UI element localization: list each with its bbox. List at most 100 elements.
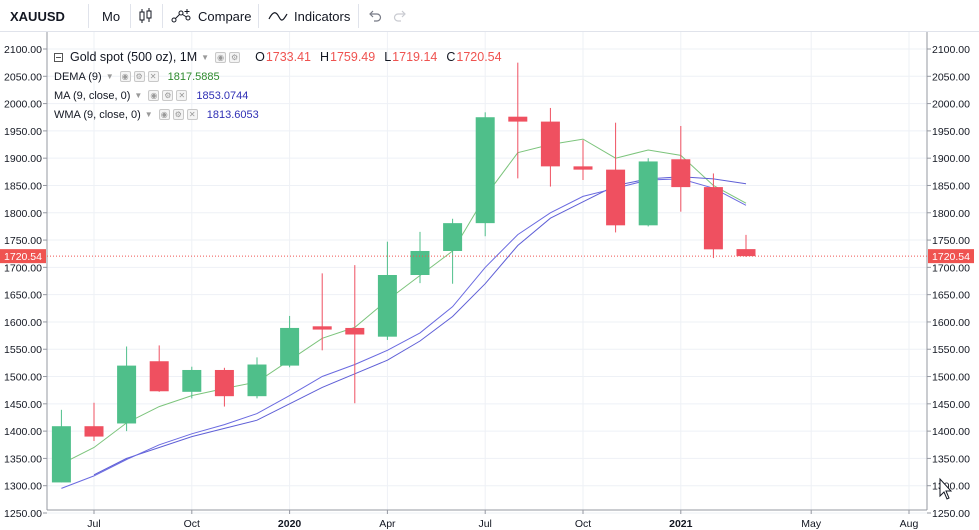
chart-pane[interactable]: 2100.00 2100.00 2050.00 2050.00 2000.00 2000.…: [0, 32, 979, 530]
price-axis-label-right: 2050.00: [932, 71, 970, 83]
compare-button[interactable]: Compare: [170, 0, 251, 32]
toolbar-divider: [358, 4, 359, 28]
price-axis-label-left: 1850.00: [4, 180, 42, 192]
compare-label: Compare: [198, 8, 252, 24]
candle-body-down: [540, 121, 560, 167]
settings-icon[interactable]: ⚙: [229, 51, 241, 63]
candle-body-down: [606, 169, 626, 226]
ma-line: [93, 176, 747, 476]
indicator-actions: ◉ ⚙ ✕: [148, 90, 190, 101]
indicator-legend-wma[interactable]: WMA (9, close, 0) ▼ ◉ ⚙ ✕ 1813.6053: [54, 105, 502, 124]
candle-body-down: [671, 159, 691, 188]
candle-body-up: [51, 426, 71, 483]
price-axis-label-left: 1300.00: [4, 481, 42, 493]
price-axis-label-right: 1550.00: [932, 344, 970, 356]
last-price-label-right: 1720.54: [932, 251, 970, 263]
indicator-actions: ◉ ⚙ ✕: [119, 71, 162, 82]
indicators-button[interactable]: Indicators: [268, 0, 350, 32]
price-axis-label-left: 1800.00: [4, 208, 42, 220]
settings-icon[interactable]: ⚙: [133, 71, 145, 82]
mouse-cursor-icon: [939, 477, 953, 500]
chevron-down-icon[interactable]: ▼: [105, 72, 114, 81]
settings-icon[interactable]: ⚙: [162, 90, 174, 101]
price-axis-label-left: 1350.00: [4, 453, 42, 465]
compare-icon: [170, 7, 192, 25]
visibility-icon[interactable]: ◉: [148, 90, 160, 101]
low-key: L: [384, 50, 392, 64]
price-axis-label-left: 1500.00: [4, 372, 42, 384]
price-axis-label-right: 1650.00: [932, 290, 970, 302]
visibility-icon[interactable]: ◉: [158, 109, 170, 120]
last-price-badge-right: [928, 249, 974, 264]
settings-icon[interactable]: ⚙: [172, 109, 184, 120]
price-axis-label-left: 1950.00: [4, 126, 42, 138]
candle-body-up: [280, 327, 300, 366]
last-price-label-left: 1720.54: [4, 251, 42, 263]
visibility-icon[interactable]: ◉: [215, 51, 227, 63]
chevron-down-icon[interactable]: ▼: [134, 91, 143, 100]
redo-button[interactable]: [392, 0, 408, 32]
candle-body-up: [247, 364, 267, 397]
candle-body-down: [214, 369, 234, 397]
price-axis-label-left: 1550.00: [4, 344, 42, 356]
close-icon[interactable]: ✕: [147, 71, 159, 82]
price-axis-label-right: 1950.00: [932, 126, 970, 138]
indicator-legend-dema[interactable]: DEMA (9) ▼ ◉ ⚙ ✕ 1817.5885: [54, 67, 502, 86]
candle-body-down: [84, 426, 104, 437]
price-axis-label-right: 1400.00: [932, 426, 970, 438]
symbol-search-button[interactable]: XAUUSD: [10, 0, 65, 32]
chevron-down-icon[interactable]: ▼: [201, 52, 210, 62]
high-key: H: [320, 50, 330, 64]
time-axis-label: 2021: [669, 518, 693, 530]
undo-button[interactable]: [367, 0, 383, 32]
time-axis-label: Jul: [87, 518, 100, 530]
redo-icon: [392, 8, 408, 24]
candle-body-up: [443, 223, 463, 251]
price-axis-label-left: 2000.00: [4, 99, 42, 111]
top-toolbar: XAUUSD Mo Compare: [0, 0, 979, 32]
price-axis-label-left: 1400.00: [4, 426, 42, 438]
visibility-icon[interactable]: ◉: [119, 71, 131, 82]
price-axis-label-left: 1650.00: [4, 290, 42, 302]
chevron-down-icon[interactable]: ▼: [144, 110, 153, 119]
toolbar-divider: [258, 4, 259, 28]
candle-body-down: [703, 187, 723, 250]
collapse-legend-icon[interactable]: [54, 52, 63, 62]
open-value: 1733.41: [265, 50, 311, 64]
indicators-icon: [268, 7, 288, 25]
candle-body-up: [117, 365, 137, 424]
candle-body-down: [573, 166, 593, 170]
high-value: 1759.49: [330, 50, 376, 64]
wma-line: [61, 178, 747, 489]
candle-body-up: [377, 274, 397, 337]
time-axis-label: Oct: [575, 518, 591, 530]
symbol-label: XAUUSD: [10, 8, 65, 24]
indicator-legend-ma[interactable]: MA (9, close, 0) ▼ ◉ ⚙ ✕ 1853.0744: [54, 86, 502, 105]
close-key: C: [446, 50, 456, 64]
candle-body-down: [736, 249, 756, 257]
indicator-actions: ◉ ⚙ ✕: [158, 109, 201, 120]
candle-body-down: [312, 326, 332, 330]
price-axis-label-left: 2100.00: [4, 44, 42, 56]
price-axis-label-right: 1350.00: [932, 453, 970, 465]
series-actions: ◉ ⚙: [215, 51, 243, 63]
candles-icon: [137, 7, 155, 25]
chart-type-button[interactable]: [137, 0, 155, 32]
close-icon[interactable]: ✕: [176, 90, 188, 101]
price-axis-label-left: 1250.00: [4, 508, 42, 520]
price-axis-label-right: 1600.00: [932, 317, 970, 329]
price-chart[interactable]: 2100.00 2100.00 2050.00 2050.00 2000.00 2000.…: [0, 32, 979, 530]
price-axis-label-left: 1900.00: [4, 153, 42, 165]
time-axis-label: 2020: [278, 518, 302, 530]
undo-icon: [367, 8, 383, 24]
interval-button[interactable]: Mo: [102, 0, 120, 32]
price-axis-label-right: 1250.00: [932, 508, 970, 520]
indicator-value: 1853.0744: [196, 89, 249, 102]
time-axis-label: Jul: [478, 518, 491, 530]
time-axis-label: May: [801, 518, 822, 530]
indicator-value: 1817.5885: [167, 70, 220, 83]
close-icon[interactable]: ✕: [186, 109, 198, 120]
indicator-name: MA (9, close, 0): [54, 89, 131, 102]
price-axis-label-right: 1450.00: [932, 399, 970, 411]
